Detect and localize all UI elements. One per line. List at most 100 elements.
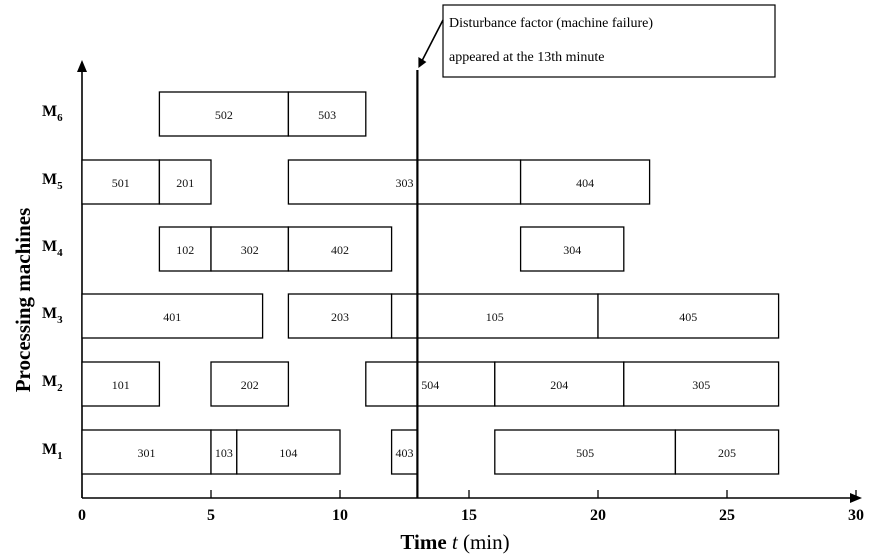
task-bar-rect [623,361,780,407]
machine-label-m5: M5 [42,171,63,192]
task-bar: 404 [519,159,651,205]
task-bar-label: 302 [241,243,259,257]
task-bar-rect [519,226,625,272]
task-bar-label: 505 [576,446,594,460]
task-bar: 301 [81,429,212,475]
x-tick-label: 0 [78,507,86,524]
annotation-arrowhead [418,57,427,68]
task-bar-rect [365,361,496,407]
task-bars: 301 103 104 403 505 205 101 202 504 204 305 401 203 1… [81,91,780,475]
task-bar-label: 202 [241,378,259,392]
disturbance-annotation: Disturbance factor (machine failure) appe… [416,4,776,498]
task-bar-rect [81,429,212,475]
task-bar-rect [390,293,599,339]
machine-subscript: 1 [57,450,63,462]
task-bar-rect [287,159,522,205]
machine-subscript: 4 [57,247,63,259]
task-bar-rect [287,293,393,339]
task-bar-rect [390,429,419,475]
task-bar: 503 [287,91,367,137]
task-bar-label: 503 [318,108,336,122]
annotation-pointer [420,19,444,63]
task-bar: 502 [158,91,290,137]
task-bar: 202 [210,361,290,407]
task-bar: 505 [494,429,677,475]
y-axis-arrow [77,60,87,72]
task-bar: 303 [287,159,522,205]
task-bar-label: 102 [176,243,194,257]
task-bar-label: 204 [550,378,568,392]
task-bar-label: 404 [576,176,594,190]
task-bar: 501 [81,159,161,205]
task-bar: 405 [597,293,780,339]
x-tick-label: 5 [207,507,215,524]
task-bar-label: 402 [331,243,349,257]
task-bar: 205 [674,429,780,475]
task-bar-label: 304 [563,243,581,257]
machine-label-m6: M6 [42,103,63,124]
task-bar-rect [81,293,264,339]
task-bar-rect [210,429,238,475]
task-bar-rect [597,293,780,339]
task-bar: 102 [158,226,212,272]
x-ticks: 0 5 10 15 20 25 30 [78,490,864,524]
machine-subscript: 5 [57,180,63,192]
task-bar-label: 502 [215,108,233,122]
task-bar-label: 301 [138,446,156,460]
task-bar-rect [519,159,651,205]
task-bar-label: 101 [112,378,130,392]
task-bar: 105 [390,293,599,339]
task-bar: 103 [210,429,238,475]
machine-labels: M1 M2 M3 M4 M5 M6 [42,103,63,462]
machine-label-m1: M1 [42,441,63,462]
x-tick-label: 25 [719,507,735,524]
x-tick-label: 30 [848,507,864,524]
task-bar: 302 [210,226,290,272]
task-bar-label: 504 [421,378,439,392]
task-bar-rect [674,429,780,475]
annotation-line-1: Disturbance factor (machine failure) [449,16,653,31]
task-bar-rect [158,159,212,205]
task-bar-label: 104 [279,446,297,460]
task-bar: 504 [365,361,496,407]
task-bar: 305 [623,361,780,407]
task-bar-label: 103 [215,446,233,460]
x-axis-label: Time t (min) [400,530,509,554]
task-bar-label: 501 [112,176,130,190]
task-bar-label: 303 [396,176,414,190]
task-bar-label: 203 [331,310,349,324]
task-bar: 101 [81,361,161,407]
task-bar-rect [81,159,161,205]
task-bar-rect [287,91,367,137]
x-tick-label: 20 [590,507,606,524]
task-bar-rect [81,361,161,407]
task-bar-rect [494,429,677,475]
task-bar-rect [158,91,290,137]
task-bar-rect [210,361,290,407]
task-bar-label: 401 [163,310,181,324]
task-bar-rect [494,361,625,407]
task-bar: 401 [81,293,264,339]
machine-subscript: 2 [57,382,63,394]
task-bar: 201 [158,159,212,205]
task-bar: 402 [287,226,393,272]
task-bar: 104 [236,429,341,475]
task-bar-label: 205 [718,446,736,460]
annotation-box [442,4,776,78]
machine-label-m2: M2 [42,373,63,394]
task-bar-label: 405 [679,310,697,324]
annotation-line-2: appeared at the 13th minute [449,50,605,65]
task-bar: 204 [494,361,625,407]
x-tick-label: 10 [332,507,348,524]
task-bar: 403 [390,429,419,475]
task-bar-rect [236,429,341,475]
task-bar: 203 [287,293,393,339]
machine-label-m3: M3 [42,305,63,326]
machine-subscript: 6 [57,112,63,124]
task-bar-label: 105 [486,310,504,324]
task-bar-label: 305 [692,378,710,392]
machine-label-m4: M4 [42,238,63,259]
y-axis-label: Processing machines [11,208,35,393]
task-bar-label: 201 [176,176,194,190]
